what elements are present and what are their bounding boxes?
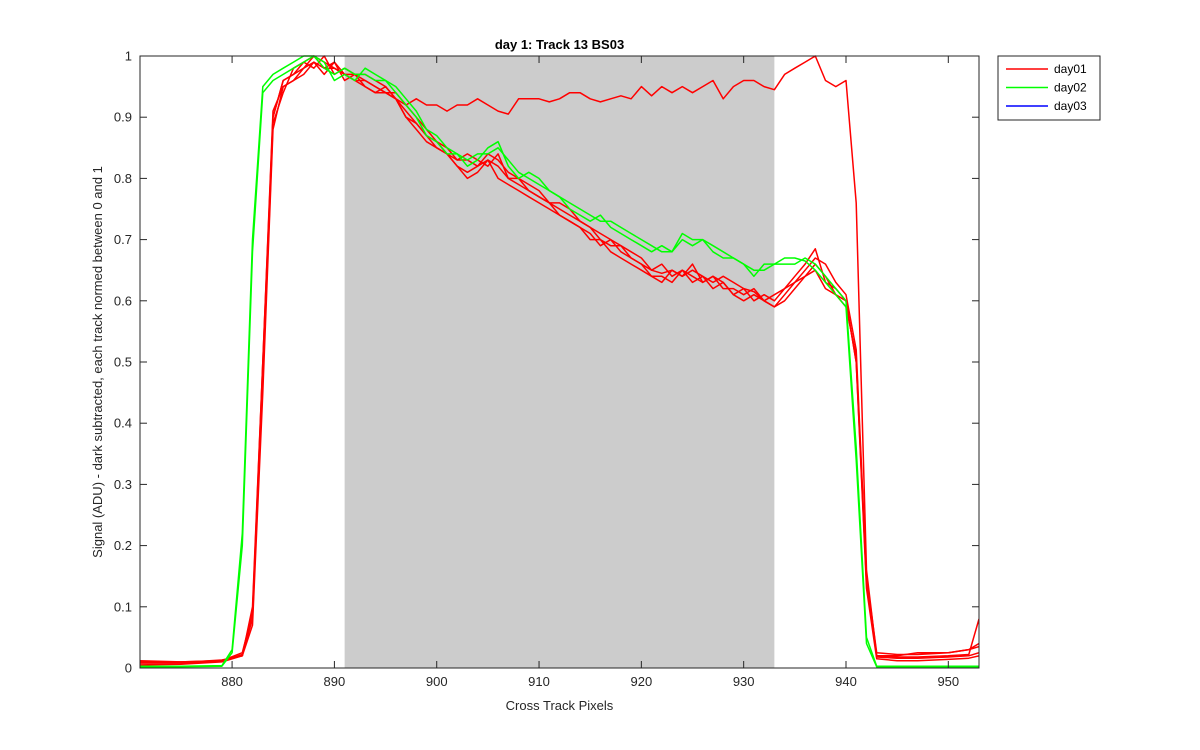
chart-title: day 1: Track 13 BS03 [495,37,624,52]
axis-ticks-layer: 880 890 900 910 920 930 940 950 0 0.1 0.2 0.3 0.4 0.5… [114,49,979,689]
x-tick-label: 950 [937,674,959,689]
legend-label-day02: day02 [1054,81,1087,95]
y-tick-label: 0.3 [114,477,132,492]
series-lines-layer [140,55,979,668]
y-tick-label: 0.9 [114,110,132,125]
x-tick-label: 890 [324,674,346,689]
x-tick-label: 930 [733,674,755,689]
y-tick-label: 0.4 [114,416,132,431]
x-tick-label: 880 [221,674,243,689]
series-line-day02-trace-2 [140,55,979,668]
series-line-day01-trace-1 [140,55,979,663]
legend: day01 day02 day03 [997,55,1101,121]
series-line-day02-trace-1 [140,55,979,667]
y-tick-label: 1 [125,49,132,64]
legend-label-day01: day01 [1054,62,1087,76]
x-tick-label: 910 [528,674,550,689]
y-tick-label: 0.6 [114,293,132,308]
y-tick-label: 0.5 [114,355,132,370]
x-tick-label: 920 [631,674,653,689]
y-axis-label: Signal (ADU) - dark subtracted, each tra… [90,166,105,558]
x-tick-label: 940 [835,674,857,689]
shaded-region [344,56,775,668]
y-tick-label: 0.1 [114,599,132,614]
legend-label-day03: day03 [1054,99,1087,113]
shaded-region-layer [344,56,775,668]
series-line-day01-trace-5 [140,61,979,664]
x-tick-label: 900 [426,674,448,689]
y-tick-label: 0.7 [114,232,132,247]
y-tick-label: 0.2 [114,538,132,553]
y-tick-label: 0 [125,661,132,676]
y-tick-label: 0.8 [114,171,132,186]
x-axis-label: Cross Track Pixels [506,698,614,713]
